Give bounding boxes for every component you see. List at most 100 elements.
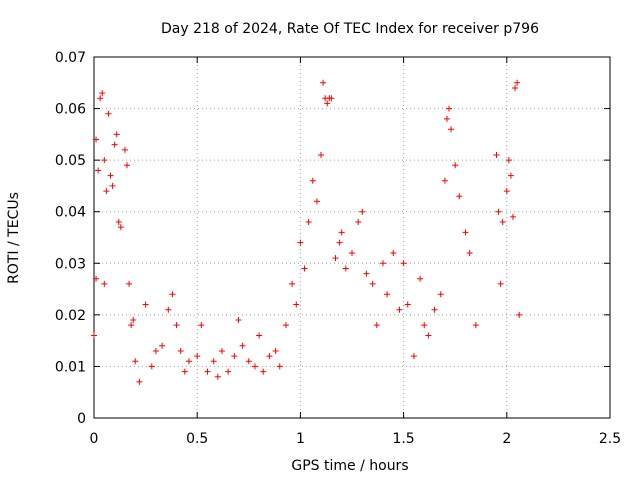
x-tick-label: 2 xyxy=(502,431,511,447)
y-tick-label: 0.07 xyxy=(55,50,86,66)
data-point xyxy=(91,332,97,339)
data-point xyxy=(109,182,116,189)
data-point xyxy=(425,332,432,339)
data-point xyxy=(328,95,335,102)
data-point xyxy=(97,95,104,102)
data-point xyxy=(126,280,133,287)
data-point xyxy=(113,131,120,138)
data-point xyxy=(276,363,283,370)
data-point xyxy=(305,219,312,226)
data-point xyxy=(165,306,172,313)
x-tick-label: 0.5 xyxy=(186,431,208,447)
x-tick-label: 1.5 xyxy=(392,431,414,447)
data-point xyxy=(256,332,263,339)
data-point xyxy=(363,270,370,277)
data-point xyxy=(130,317,137,324)
data-point xyxy=(185,358,192,365)
data-point xyxy=(441,177,448,184)
data-point xyxy=(509,213,516,220)
axis-ticks: 0 0.01 0.02 0.03 0.04 0.05 0.06 0.07 0 0.5 1 1.5 2 2.… xyxy=(55,50,621,447)
data-point xyxy=(142,301,149,308)
data-point xyxy=(194,353,201,360)
data-point xyxy=(349,249,355,256)
data-point xyxy=(204,368,211,375)
data-point xyxy=(136,378,143,385)
data-point xyxy=(124,162,131,169)
data-point xyxy=(384,291,391,298)
data-points xyxy=(91,79,523,385)
data-point xyxy=(177,347,184,354)
data-point xyxy=(443,115,450,122)
data-point xyxy=(320,79,327,86)
data-point xyxy=(181,368,188,375)
data-point xyxy=(231,353,238,360)
data-point xyxy=(245,358,252,365)
data-point xyxy=(318,151,325,158)
data-point xyxy=(338,229,345,236)
data-point xyxy=(446,105,453,112)
data-point xyxy=(297,239,304,246)
x-tick-label: 1 xyxy=(296,431,305,447)
data-point xyxy=(437,291,444,298)
data-point xyxy=(101,280,108,287)
data-point xyxy=(431,306,438,313)
x-tick-label: 2.5 xyxy=(599,431,621,447)
data-point xyxy=(198,322,205,329)
data-point xyxy=(251,363,258,370)
data-point xyxy=(107,172,114,179)
data-point xyxy=(332,255,339,262)
data-point xyxy=(516,311,523,318)
data-point xyxy=(324,100,331,107)
data-point xyxy=(336,239,343,246)
data-point xyxy=(93,136,100,143)
data-point xyxy=(342,265,349,272)
data-point xyxy=(105,110,112,117)
data-point xyxy=(225,368,232,375)
data-point xyxy=(497,280,504,287)
y-tick-label: 0.06 xyxy=(55,102,86,118)
data-point xyxy=(272,347,279,354)
data-point xyxy=(499,219,506,226)
data-point xyxy=(410,353,417,360)
data-point xyxy=(400,260,407,267)
data-point xyxy=(456,193,463,200)
data-point xyxy=(503,188,510,195)
data-point xyxy=(93,275,100,282)
data-point xyxy=(505,157,512,164)
data-point xyxy=(148,363,155,370)
data-point xyxy=(111,141,118,148)
data-point xyxy=(390,249,397,256)
data-point xyxy=(115,219,122,226)
data-point xyxy=(101,157,108,164)
data-point xyxy=(95,167,102,174)
data-point xyxy=(169,291,176,298)
chart-title: Day 218 of 2024, Rate Of TEC Index for r… xyxy=(161,21,539,37)
data-point xyxy=(218,347,225,354)
data-point xyxy=(239,342,246,349)
data-point xyxy=(404,301,411,308)
data-point xyxy=(99,90,106,97)
data-point xyxy=(495,208,502,215)
data-point xyxy=(507,172,514,179)
data-point xyxy=(309,177,316,184)
data-point xyxy=(128,322,135,329)
data-point xyxy=(235,317,242,324)
data-point xyxy=(472,322,479,329)
data-point xyxy=(369,280,376,287)
data-point xyxy=(355,219,362,226)
y-tick-label: 0.02 xyxy=(55,308,86,324)
data-point xyxy=(214,373,221,380)
data-point xyxy=(313,198,320,205)
data-point xyxy=(103,188,110,195)
data-point xyxy=(173,322,180,329)
data-point xyxy=(293,301,300,308)
grid-lines xyxy=(94,57,610,418)
data-point xyxy=(466,249,473,256)
data-point xyxy=(379,260,386,267)
data-point xyxy=(462,229,469,236)
data-point xyxy=(301,265,308,272)
data-point xyxy=(210,358,217,365)
data-point xyxy=(121,146,128,153)
data-point xyxy=(514,79,521,86)
